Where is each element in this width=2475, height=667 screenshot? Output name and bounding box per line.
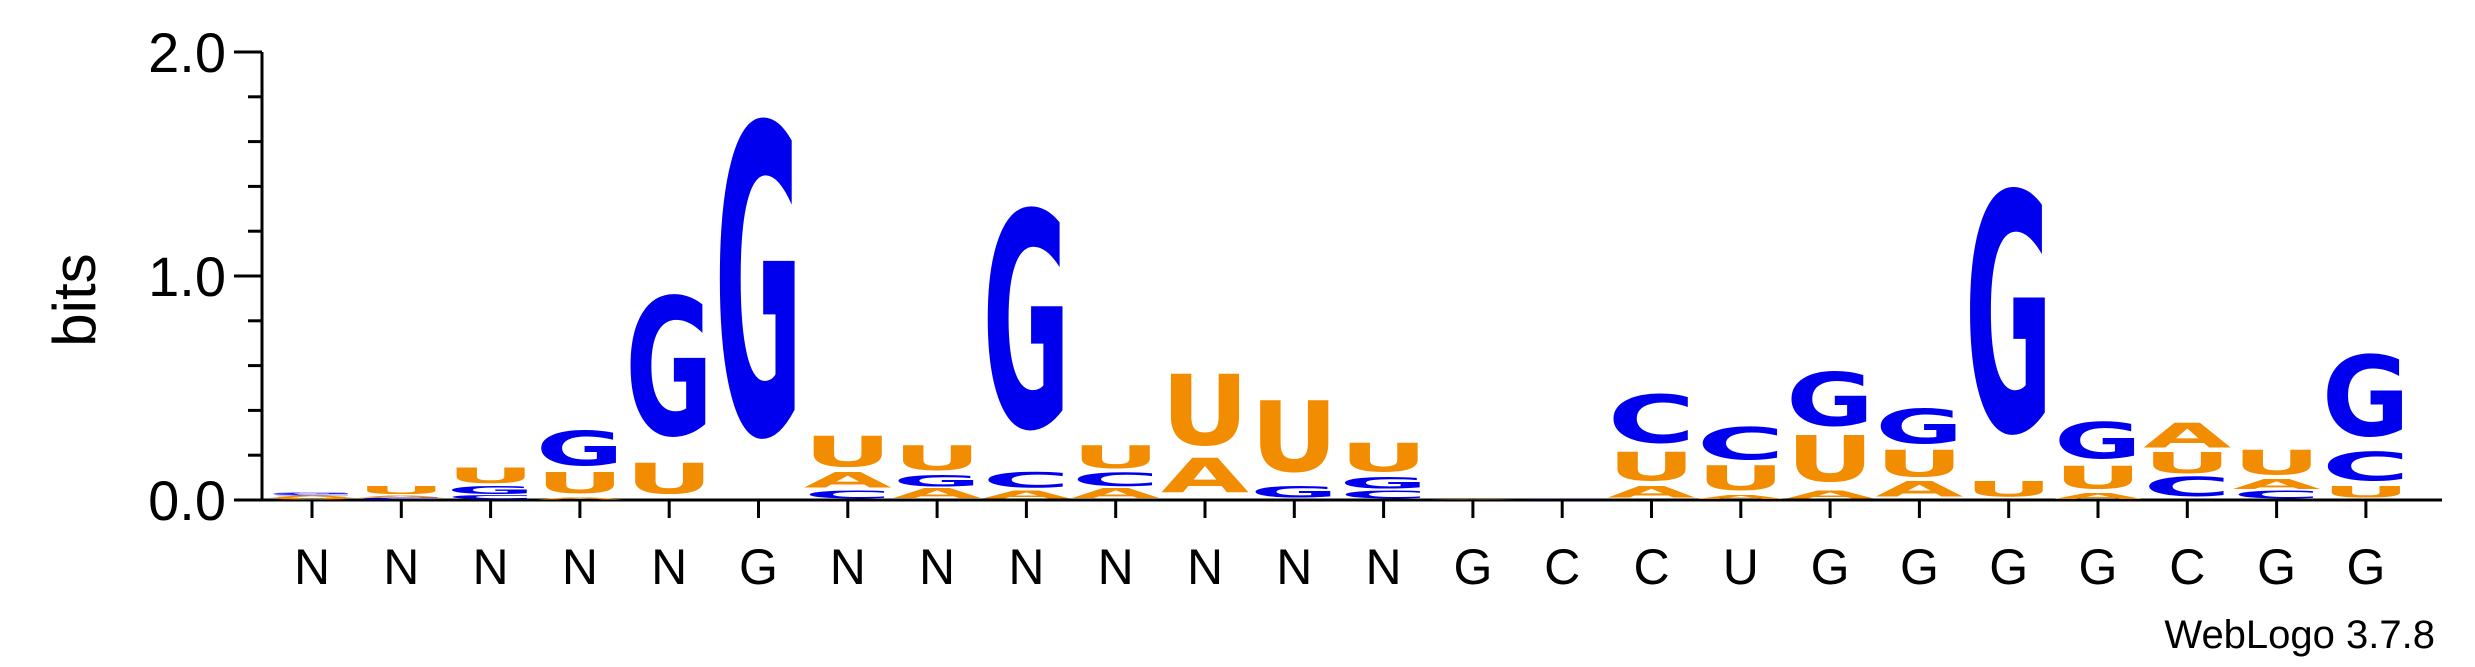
logo-letter-A: A: [893, 486, 982, 501]
logo-letter-U: U: [1340, 435, 1428, 481]
logo-letter-C: C: [982, 468, 1070, 492]
y-tick-label: 2.0: [148, 21, 226, 84]
logo-letter-A: A: [2233, 477, 2322, 492]
logo-letter-U: U: [1697, 458, 1785, 498]
x-tick-label: G: [1989, 539, 2028, 595]
logo-letter-U: U: [1161, 356, 1249, 468]
logo-letter-A: A: [1161, 449, 1249, 504]
logo-letter-U: U: [268, 497, 356, 500]
x-tick-label: N: [562, 539, 598, 595]
x-tick-label: C: [1633, 539, 1669, 595]
logo-letter-A: A: [1608, 483, 1696, 501]
x-tick-label: C: [2169, 539, 2205, 595]
logo-letter-U: U: [2233, 443, 2321, 483]
x-tick-label: N: [383, 539, 419, 595]
x-tick-label: G: [1453, 539, 1492, 595]
x-tick-label: N: [1098, 539, 1134, 595]
logo-letter-U: U: [536, 466, 624, 500]
logo-letter-A: A: [1786, 489, 1875, 501]
logo-letter-A: A: [536, 497, 624, 500]
axes: bits WebLogo 3.7.8: [41, 52, 2442, 657]
logo-letter-G: G: [1786, 358, 1874, 444]
x-tick-label: G: [2257, 539, 2296, 595]
logo-letter-A: A: [357, 495, 445, 498]
x-tick-label: N: [473, 539, 509, 595]
logo-letter-U: U: [893, 438, 981, 478]
x-tick-label: N: [1366, 539, 1402, 595]
logo-letter-A: A: [804, 468, 892, 492]
y-tick-label: 1.0: [148, 245, 226, 308]
logo-letter-G: G: [1340, 474, 1428, 492]
logo-letter-G: G: [625, 260, 713, 480]
y-ticks: 0.0 1.0 2.0: [148, 21, 262, 532]
logo-letter-G: G: [893, 472, 981, 490]
logo-letter-C: C: [2322, 444, 2410, 490]
x-tick-label: N: [830, 539, 866, 595]
logo-letter-G: G: [536, 422, 624, 477]
logo-letter-U: U: [1965, 478, 2053, 502]
logo-letter-A: A: [268, 495, 356, 498]
y-tick-label: 0.0: [148, 469, 226, 532]
logo-letter-C: C: [447, 494, 535, 500]
logo-letter-G: G: [2054, 412, 2142, 470]
logo-letter-U: U: [1608, 444, 1696, 490]
x-tick-label: G: [2346, 539, 2385, 595]
logo-letter-C: C: [268, 494, 356, 496]
logo-letter-A: A: [1072, 486, 1161, 501]
logo-letter-C: C: [2233, 489, 2321, 501]
logo-letter-U: U: [1250, 383, 1338, 495]
x-tick-label: N: [1187, 539, 1223, 595]
x-tick-label: G: [739, 539, 778, 595]
x-tick-label: U: [1723, 539, 1759, 595]
x-tick-label: N: [651, 539, 687, 595]
x-tick-label: N: [1276, 539, 1312, 595]
x-tick-label: N: [294, 539, 330, 595]
logo-letter-G: G: [715, 39, 803, 534]
logo-letter-C: C: [1518, 499, 1606, 500]
logo-letter-G: G: [2322, 333, 2410, 462]
logo-letter-U: U: [1072, 439, 1160, 476]
logo-letter-G: G: [982, 151, 1070, 497]
logo-letter-C: C: [1697, 418, 1785, 470]
x-tick-label: G: [2079, 539, 2118, 595]
logo-letter-G: G: [447, 484, 535, 496]
logo-letter-C: C: [804, 489, 892, 501]
x-tick-label: G: [1900, 539, 1939, 595]
x-tick-label: N: [919, 539, 955, 595]
logo-letter-U: U: [2322, 483, 2410, 501]
logo-letter-U: U: [2054, 459, 2142, 496]
watermark-text: WebLogo 3.7.8: [2164, 613, 2435, 657]
logo-letter-A: A: [2054, 492, 2142, 501]
y-axis-label: bits: [41, 253, 108, 346]
logo-letter-A: A: [2143, 416, 2231, 456]
logo-letter-A: A: [1875, 477, 1963, 501]
logo-letter-C: C: [357, 497, 445, 500]
logo-letter-C: C: [1072, 469, 1160, 490]
logo-letter-U: U: [1875, 443, 1963, 486]
logo-letter-C: C: [1608, 382, 1696, 459]
logo-letter-U: U: [625, 455, 713, 504]
logo-letter-G: G: [1965, 126, 2053, 508]
logo-letter-C: C: [1340, 489, 1428, 501]
logo-letter-G: G: [268, 493, 356, 495]
logo-letter-U: U: [2143, 446, 2231, 480]
logo-letter-G: G: [1875, 399, 1963, 454]
logo-letter-C: C: [2143, 472, 2231, 503]
logo-letter-U: U: [447, 464, 535, 488]
logo-letter-U: U: [804, 428, 892, 477]
logo-letter-G: G: [1250, 483, 1338, 501]
logo-letter-A: A: [1429, 499, 1517, 500]
x-tick-label: G: [1811, 539, 1850, 595]
x-tick-label: N: [1008, 539, 1044, 595]
logo-letter-A: A: [982, 489, 1071, 501]
x-tick-label: C: [1544, 539, 1580, 595]
logo-letter-U: U: [357, 484, 445, 496]
logo-letter-A: A: [1697, 494, 1785, 500]
logo-letter-U: U: [1786, 423, 1874, 496]
